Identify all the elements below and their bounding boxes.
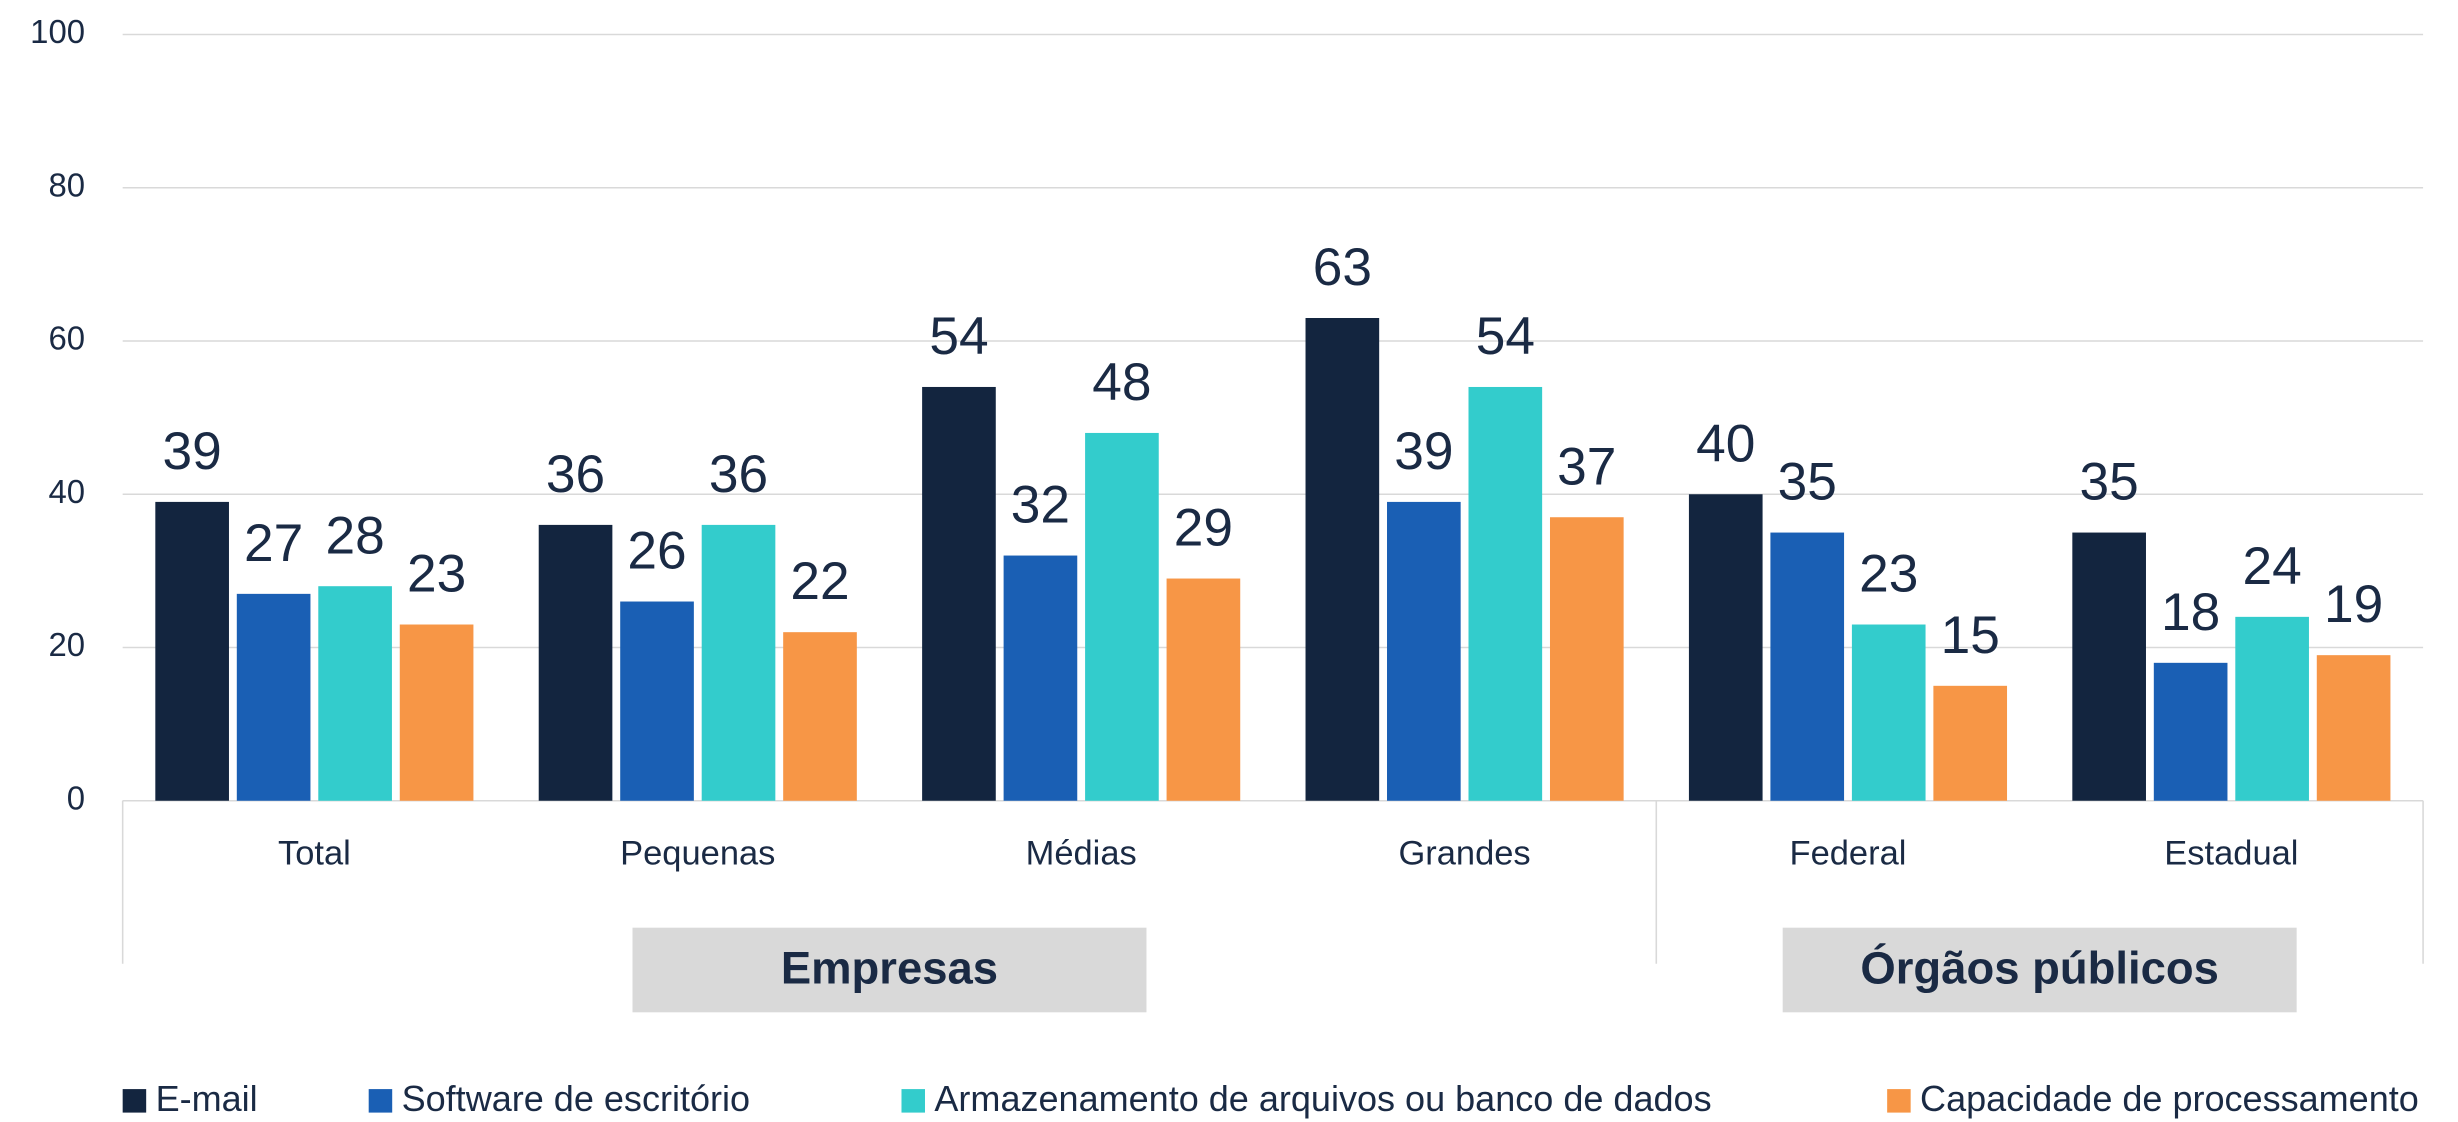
bar (399, 624, 474, 801)
bar (318, 586, 392, 801)
group-label: Órgãos públicos (1860, 942, 2219, 994)
bar (1166, 578, 1241, 801)
legend-label: Armazenamento de arquivos ou banco de da… (934, 1078, 1711, 1119)
data-label: 37 (1557, 437, 1616, 496)
bar (1085, 432, 1159, 801)
x-tick-label: Total (278, 835, 351, 873)
data-label: 35 (1778, 453, 1837, 512)
data-label: 35 (2080, 453, 2139, 512)
group-label-box (1782, 927, 2297, 1013)
x-tick-label: Grandes (1398, 835, 1530, 873)
x-tick-label: Federal (1790, 835, 1907, 873)
data-label: 39 (163, 422, 222, 481)
bar (1305, 317, 1380, 801)
x-tick-label: Estadual (2164, 835, 2298, 873)
y-tick-label: 80 (48, 166, 85, 203)
x-tick-label: Médias (1026, 835, 1137, 873)
legend-swatch (122, 1089, 147, 1113)
data-label: 26 (627, 522, 686, 581)
bar (1387, 501, 1461, 801)
data-label: 23 (1859, 545, 1918, 604)
data-label: 28 (325, 506, 384, 565)
data-label: 36 (709, 445, 768, 504)
data-label: 22 (790, 552, 849, 611)
x-tick-label: Pequenas (620, 835, 775, 873)
data-label: 54 (1476, 307, 1535, 366)
y-tick-label: 100 (30, 13, 85, 50)
y-tick-label: 40 (48, 473, 85, 510)
data-label: 27 (244, 514, 303, 573)
data-label: 32 (1011, 476, 1070, 535)
legend-swatch (901, 1089, 925, 1113)
bar (538, 524, 613, 801)
group-label-box (632, 927, 1147, 1013)
bar (1933, 685, 2008, 801)
bar (783, 632, 857, 801)
bar (1688, 494, 1763, 801)
data-label: 63 (1313, 238, 1372, 297)
bar (701, 524, 776, 801)
data-label: 40 (1696, 414, 1755, 473)
bar (236, 593, 311, 801)
legend-label: Software de escritório (402, 1078, 750, 1119)
bar (1468, 386, 1543, 801)
legend-swatch (1887, 1089, 1911, 1113)
data-label: 48 (1092, 353, 1151, 412)
bar (2235, 616, 2309, 801)
bar (2316, 655, 2391, 801)
data-label: 23 (407, 545, 466, 604)
bar (1851, 624, 1926, 801)
data-label: 29 (1174, 499, 1233, 558)
legend-swatch (368, 1089, 393, 1113)
legend-label: Capacidade de processamento (1920, 1078, 2419, 1119)
y-tick-label: 0 (67, 779, 85, 816)
data-label: 18 (2161, 583, 2220, 642)
bar (1770, 532, 1845, 801)
data-label: 24 (2243, 537, 2302, 596)
data-label: 54 (929, 307, 988, 366)
bar (1003, 555, 1078, 801)
bar (922, 386, 996, 801)
group-label: Empresas (781, 943, 998, 994)
bar (2153, 662, 2228, 801)
bar (1549, 517, 1624, 801)
data-label: 15 (1941, 606, 2000, 665)
data-label: 19 (2324, 575, 2383, 634)
legend-label: E-mail (156, 1078, 258, 1119)
y-tick-label: 20 (48, 626, 85, 663)
data-label: 39 (1394, 422, 1453, 481)
y-tick-label: 60 (48, 320, 85, 357)
bar (2072, 532, 2146, 801)
bar (620, 601, 694, 801)
bar (155, 501, 229, 801)
data-label: 36 (546, 445, 605, 504)
